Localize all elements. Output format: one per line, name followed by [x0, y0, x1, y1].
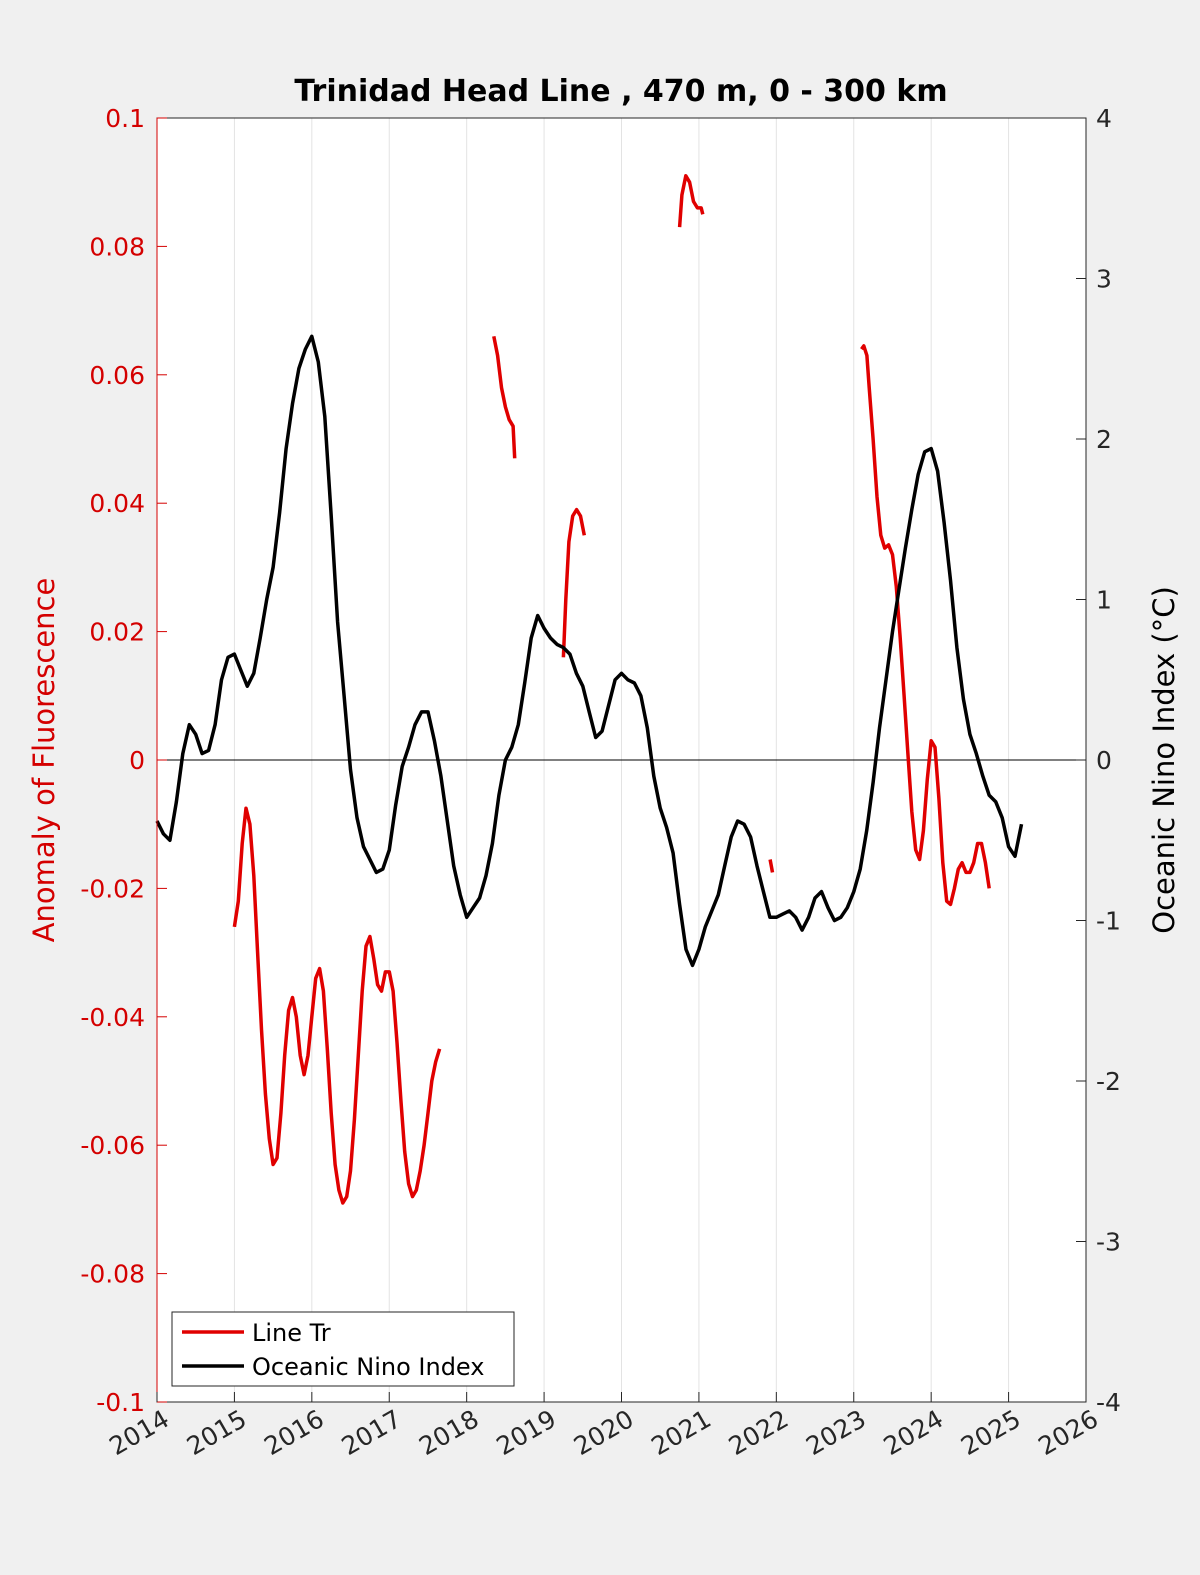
legend-box: [171, 1311, 515, 1387]
left-tick-label: 0.06: [89, 361, 145, 390]
left-tick-label: -0.06: [80, 1131, 145, 1160]
series-oceanic-nino-index-segment: [155, 334, 1024, 968]
left-tick-label: -0.08: [80, 1260, 145, 1289]
right-tick-label: 1: [1096, 586, 1112, 615]
left-axis: 0.1 0.08 0.06 0.04 0.02 0 -0.02 -0.04 -0.06 -0.08…: [80, 104, 167, 1417]
left-tick-label: -0.1: [96, 1388, 145, 1417]
legend-label-oni: Oceanic Nino Index: [252, 1353, 484, 1381]
right-tick-label: -3: [1096, 1228, 1121, 1257]
right-axis: 4 3 2 1 0 -1 -2 -3 -4: [1076, 104, 1121, 1417]
left-tick-label: 0.1: [105, 104, 145, 133]
series-line-tr-segment: [492, 335, 517, 459]
series-line-tr-segment: [677, 174, 705, 228]
series-line-tr-segment: [860, 344, 991, 907]
left-axis-label: Anomaly of Fluorescence: [27, 578, 61, 943]
legend: Line Tr Oceanic Nino Index: [171, 1311, 515, 1387]
legend-label-line-tr: Line Tr: [252, 1319, 331, 1347]
chart-title: Trinidad Head Line , 470 m, 0 - 300 km: [294, 74, 947, 109]
right-tick-label: 2: [1096, 425, 1112, 454]
series-layer: [155, 174, 1024, 1205]
right-tick-label: -1: [1096, 907, 1121, 936]
right-tick-label: 0: [1096, 746, 1112, 775]
right-tick-label: -4: [1096, 1388, 1121, 1417]
series-line-tr-segment: [768, 859, 775, 873]
left-tick-label: 0.04: [89, 489, 145, 518]
series-line-tr-segment: [561, 507, 587, 658]
right-tick-label: 3: [1096, 265, 1112, 294]
right-axis-label: Oceanic Nino Index (°C): [1147, 586, 1181, 934]
right-tick-label: 4: [1096, 104, 1112, 133]
left-tick-label: 0: [129, 746, 145, 775]
left-tick-label: 0.02: [89, 618, 145, 647]
left-tick-label: -0.02: [80, 874, 145, 903]
series-line-tr-segment: [232, 806, 442, 1205]
right-tick-label: -2: [1096, 1067, 1121, 1096]
left-tick-label: -0.04: [80, 1003, 145, 1032]
left-tick-label: 0.08: [89, 232, 145, 261]
